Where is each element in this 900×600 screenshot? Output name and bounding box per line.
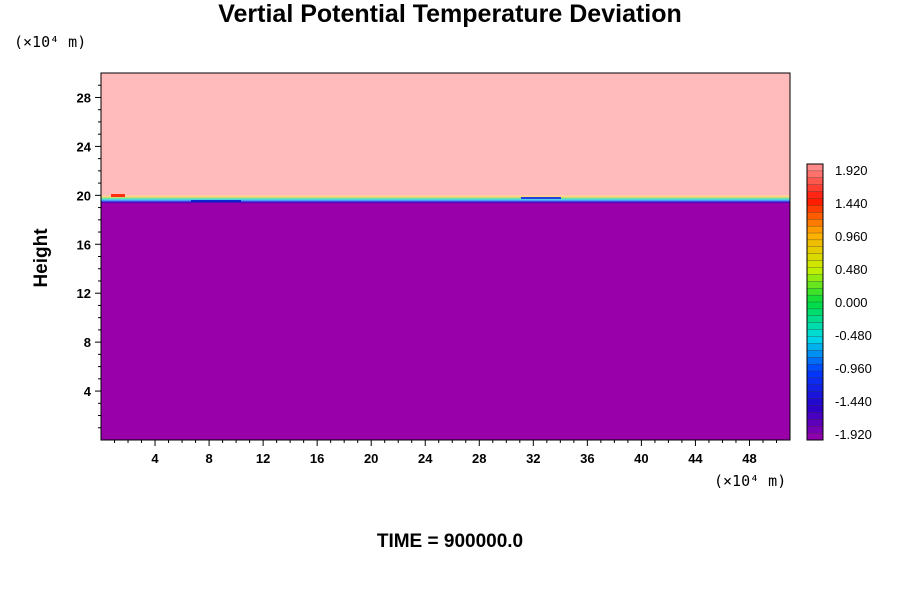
interface-highlight-left	[111, 194, 125, 198]
colorbar-level-12	[806, 246, 824, 255]
x-tick-label-10: 44	[688, 451, 703, 466]
colorbar-level-13	[806, 253, 824, 262]
colorbar-level-37	[806, 419, 824, 427]
y-tick-label-4: 20	[77, 188, 91, 203]
time-label: TIME = 900000.0	[376, 531, 524, 552]
x-tick-label-8: 36	[580, 451, 594, 466]
colorbar-level-30	[806, 370, 824, 379]
colorbar-level-9	[806, 225, 824, 234]
x-tick-label-2: 12	[256, 451, 270, 466]
colorbar-level-0	[806, 163, 824, 172]
plot-area	[101, 73, 790, 440]
colorbar-level-35	[806, 405, 824, 413]
interface-highlight-mid	[191, 200, 241, 203]
y-tick-label-6: 28	[77, 90, 91, 105]
interface-band-4	[101, 200, 790, 202]
x-tick-label-5: 24	[418, 451, 433, 466]
colorbar-level-28	[806, 357, 824, 365]
colorbar-frame	[806, 163, 824, 441]
colorbar-level-4	[806, 191, 824, 199]
colorbar-label-7: -1.440	[835, 394, 872, 409]
colorbar-level-31	[806, 377, 824, 386]
interface-band-0	[101, 195, 790, 197]
colorbar-level-25	[806, 336, 824, 344]
colorbar-level-36	[806, 412, 824, 420]
colorbar-label-2: 0.960	[835, 229, 868, 244]
colorbar-label-5: -0.480	[835, 328, 872, 343]
x-tick-label-7: 32	[526, 451, 540, 466]
x-tick-label-11: 48	[742, 451, 756, 466]
colorbar-level-22	[806, 315, 824, 324]
colorbar-label-6: -0.960	[835, 361, 872, 376]
colorbar-level-3	[806, 184, 824, 193]
field-region-0	[101, 201, 790, 440]
colorbar-level-21	[806, 308, 824, 317]
colorbar-level-27	[806, 350, 824, 358]
colorbar-level-6	[806, 205, 824, 213]
y-tick-label-2: 12	[77, 286, 91, 301]
x-tick-label-6: 28	[472, 451, 486, 466]
interface-highlight-right	[521, 197, 561, 200]
y-tick-label-5: 24	[77, 139, 92, 154]
colorbar-level-23	[806, 322, 824, 331]
colorbar-label-1: 1.440	[835, 196, 868, 211]
x-tick-label-9: 40	[634, 451, 648, 466]
colorbar-level-17	[806, 281, 824, 289]
colorbar-label-8: -1.920	[835, 427, 872, 442]
colorbar-level-10	[806, 232, 824, 241]
colorbar-level-1	[806, 170, 824, 179]
colorbar-level-7	[806, 212, 824, 220]
y-tick-label-1: 8	[84, 335, 91, 350]
y-unit-label: (×10⁴ m)	[14, 33, 87, 51]
colorbar-label-3: 0.480	[835, 262, 868, 277]
x-tick-label-3: 16	[310, 451, 324, 466]
colorbar-level-2	[806, 177, 824, 186]
x-tick-label-1: 8	[205, 451, 212, 466]
interface-band-2	[101, 197, 790, 200]
colorbar-level-20	[806, 301, 824, 310]
y-tick-label-0: 4	[84, 384, 92, 399]
colorbar-label-0: 1.920	[835, 163, 868, 178]
field-region-1	[101, 73, 790, 198]
interface-band-5	[101, 201, 790, 204]
colorbar: 1.920 1.440 0.960 0.480 0.000 -0.480 -0.960 -1.…	[806, 163, 872, 442]
x-tick-label-0: 4	[151, 451, 159, 466]
colorbar-level-5	[806, 198, 824, 206]
colorbar-level-39	[806, 432, 824, 441]
colorbar-level-33	[806, 391, 824, 400]
colorbar-level-15	[806, 267, 824, 275]
colorbar-level-19	[806, 294, 824, 303]
y-tick-label-3: 16	[77, 237, 91, 252]
interface-band-3	[101, 198, 790, 201]
colorbar-level-34	[806, 398, 824, 406]
x-unit-label: (×10⁴ m)	[714, 472, 787, 490]
colorbar-label-4: 0.000	[835, 295, 868, 310]
colorbar-level-24	[806, 329, 824, 337]
colorbar-level-32	[806, 384, 824, 393]
colorbar-level-38	[806, 426, 824, 434]
colorbar-level-29	[806, 363, 824, 372]
colorbar-level-11	[806, 239, 824, 248]
x-tick-label-4: 20	[364, 451, 378, 466]
chart-title: Vertial Potential Temperature Deviation	[218, 0, 682, 28]
colorbar-level-8	[806, 219, 824, 227]
colorbar-level-16	[806, 274, 824, 282]
interface-band-1	[101, 196, 790, 198]
colorbar-level-26	[806, 343, 824, 351]
colorbar-level-18	[806, 288, 824, 296]
colorbar-level-14	[806, 260, 824, 268]
